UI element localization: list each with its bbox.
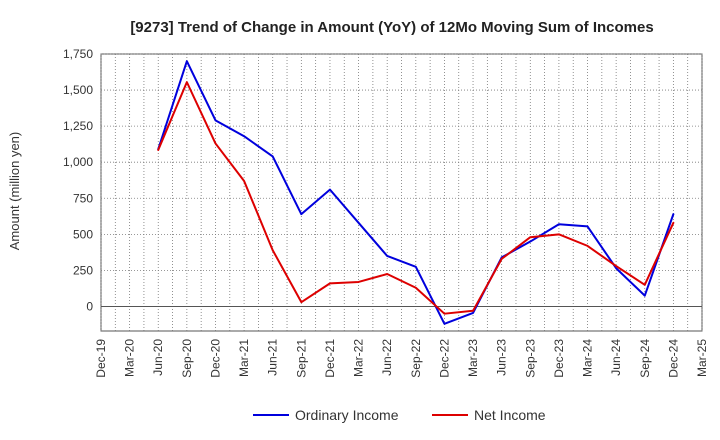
x-tick-label: Mar-24: [581, 339, 595, 377]
legend-label-net-income: Net Income: [474, 407, 546, 423]
y-tick-label: 750: [73, 191, 93, 205]
y-tick-label: 250: [73, 263, 93, 277]
x-tick-label: Mar-22: [352, 339, 366, 377]
axes: 0 250 500 750 1,000 1,250 1,500 1,750 Dec-19 Mar-…: [63, 47, 709, 378]
legend: Ordinary Income Net Income: [253, 407, 546, 423]
x-tick-label: Sep-21: [294, 339, 308, 378]
series-layer: [157, 60, 675, 325]
x-tick-label: Dec-19: [94, 339, 108, 378]
grid: [100, 53, 703, 332]
x-tick-label: Jun-23: [495, 339, 509, 376]
y-tick-label: 500: [73, 227, 93, 241]
series-line-net-income: [157, 81, 675, 315]
x-tick-label: Sep-20: [180, 339, 194, 378]
y-tick-label: 1,250: [63, 119, 93, 133]
y-tick-label: 0: [86, 299, 93, 313]
y-tick-label: 1,000: [63, 155, 93, 169]
y-tick-label: 1,500: [63, 83, 93, 97]
x-tick-label: Dec-22: [437, 339, 451, 378]
x-tick-label: Sep-24: [638, 339, 652, 378]
y-tick-label: 1,750: [63, 47, 93, 61]
x-tick-label: Dec-24: [666, 339, 680, 378]
series-line-ordinary-income: [157, 60, 675, 325]
x-tick-label: Dec-20: [208, 339, 222, 378]
x-tick-label: Mar-23: [466, 339, 480, 377]
x-tick-label: Jun-22: [380, 339, 394, 376]
x-tick-label: Dec-21: [323, 339, 337, 378]
legend-label-ordinary-income: Ordinary Income: [295, 407, 399, 423]
x-tick-label: Dec-23: [552, 339, 566, 378]
x-tick-label: Mar-25: [695, 339, 709, 377]
x-tick-label: Jun-24: [609, 339, 623, 376]
x-tick-label: Mar-20: [123, 339, 137, 377]
x-tick-label: Mar-21: [237, 339, 251, 377]
x-tick-label: Sep-23: [523, 339, 537, 378]
x-tick-label: Jun-21: [266, 339, 280, 376]
chart-title: [9273] Trend of Change in Amount (YoY) o…: [130, 19, 653, 36]
y-axis-label: Amount (million yen): [7, 132, 22, 251]
x-tick-label: Jun-20: [151, 339, 165, 376]
x-tick-label: Sep-22: [409, 339, 423, 378]
